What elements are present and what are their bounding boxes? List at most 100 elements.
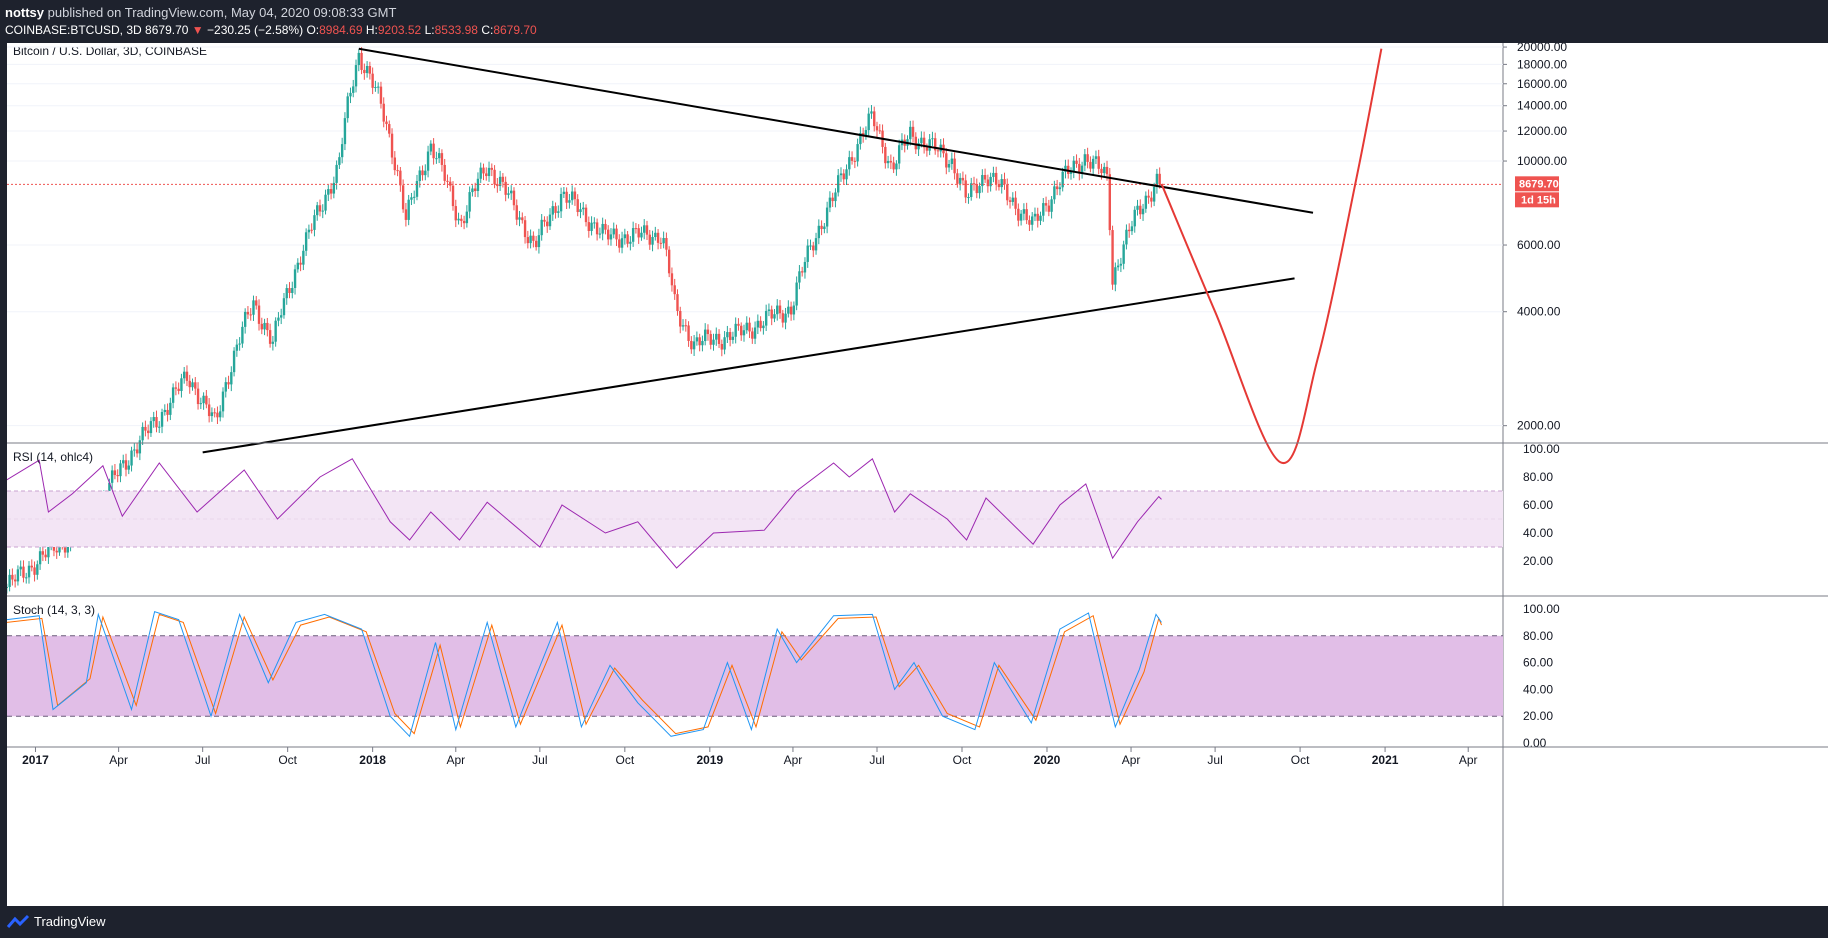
candle-body	[299, 262, 302, 265]
candle-body	[690, 340, 693, 350]
candle-body	[227, 382, 230, 385]
candle-body	[1136, 205, 1139, 210]
chart-canvas[interactable]: Bitcoin / U.S. Dollar, 3D, COINBASE 2000…	[7, 43, 1828, 906]
candle-body	[751, 331, 754, 339]
candle-body	[462, 220, 466, 224]
candle-body	[715, 333, 718, 340]
candle-body	[648, 234, 651, 245]
candle-body	[1150, 197, 1153, 202]
candle-body	[1033, 213, 1037, 217]
candle-body	[340, 144, 344, 158]
candle-body	[640, 232, 643, 238]
main-price-axis[interactable]: 20000.00 18000.00 16000.00 14000.00 12000.00…	[1503, 43, 1567, 433]
candle-body	[44, 554, 47, 558]
candle-body	[770, 309, 773, 319]
low-value: 8533.98	[434, 23, 478, 37]
candle-body	[745, 322, 748, 331]
candle-body	[473, 188, 477, 192]
trendlines[interactable]	[202, 47, 1314, 454]
candle-body	[418, 170, 421, 182]
candle-body	[834, 192, 837, 202]
main-pane[interactable]: Bitcoin / U.S. Dollar, 3D, COINBASE 2000…	[7, 43, 1567, 594]
tradingview-logo-icon[interactable]	[6, 913, 30, 931]
candle-body	[141, 426, 144, 441]
candle-body	[1103, 166, 1106, 174]
candle-body	[584, 207, 588, 223]
brand-name[interactable]: TradingView	[34, 914, 106, 929]
stoch-axis[interactable]: 100.00 80.00 60.00 40.00 20.00 0.00	[1523, 602, 1560, 750]
candle-body	[1152, 186, 1156, 202]
candle-body	[756, 320, 760, 328]
chart-area[interactable]: Bitcoin / U.S. Dollar, 3D, COINBASE 2000…	[7, 43, 1828, 906]
candle-body	[504, 181, 507, 195]
candle-body	[512, 190, 516, 206]
candle-body	[1122, 244, 1125, 264]
candle-body	[800, 271, 804, 273]
candle-body	[454, 206, 457, 221]
candle-body	[338, 157, 341, 165]
candle-body	[196, 388, 200, 405]
close-label: C:	[481, 23, 494, 37]
candle-body	[703, 329, 707, 342]
candle-body	[1008, 200, 1012, 202]
candle-body	[349, 92, 352, 97]
candle-body	[961, 177, 965, 181]
candle-body	[656, 232, 660, 243]
stoch-pane[interactable]: Stoch (14, 3, 3) 100.00 80.00 60.00 40.00 20…	[7, 602, 1560, 750]
time-tick-label: 2019	[696, 753, 723, 767]
author-name[interactable]: nottsy	[5, 5, 44, 20]
candle-body	[884, 146, 887, 164]
time-tick-label: 2021	[1372, 753, 1399, 767]
candle-body	[667, 249, 671, 274]
candle-body	[526, 237, 530, 244]
candle-body	[582, 207, 585, 210]
rsi-axis[interactable]: 100.00 80.00 60.00 40.00 20.00	[1523, 442, 1560, 568]
candle-body	[321, 210, 324, 212]
candle-body	[127, 465, 130, 470]
candles	[7, 47, 1161, 594]
candle-body	[257, 305, 261, 324]
time-tick-label: 2020	[1034, 753, 1061, 767]
candle-body	[543, 219, 546, 222]
candle-body	[972, 183, 976, 185]
candle-body	[285, 288, 288, 299]
candle-body	[529, 235, 532, 244]
candle-body	[742, 330, 746, 336]
price-tick-label: 12000.00	[1517, 124, 1567, 138]
candle-body	[160, 412, 164, 427]
candle-body	[296, 262, 300, 270]
candle-body	[390, 133, 394, 158]
open-label: O:	[306, 23, 320, 37]
candle-body	[825, 207, 829, 227]
candle-body	[249, 314, 252, 316]
candle-body	[426, 151, 430, 171]
candle-body	[784, 313, 787, 323]
candle-body	[365, 65, 369, 74]
stoch-tick-label: 60.00	[1523, 656, 1553, 670]
candle-body	[1083, 154, 1087, 166]
candle-body	[182, 371, 186, 379]
candle-body	[1022, 209, 1026, 214]
rsi-pane[interactable]: RSI (14, ohlc4) 100.00 80.00 60.00 40.00 20.…	[7, 442, 1560, 569]
candle-body	[352, 86, 355, 93]
candle-body	[163, 409, 166, 413]
time-axis[interactable]: 2017 Apr Jul Oct 2018 Apr Jul Oct 2019 Apr Jul Oct 2…	[22, 747, 1478, 767]
candle-body	[856, 144, 859, 162]
candle-body	[404, 209, 408, 220]
candle-body	[845, 169, 848, 180]
candle-body	[593, 222, 596, 224]
candle-body	[177, 388, 180, 391]
candle-body	[1000, 179, 1003, 188]
candle-body	[188, 380, 191, 388]
candle-body	[413, 196, 416, 198]
candle-body	[997, 183, 1001, 188]
candle-body	[787, 306, 790, 314]
candle-body	[216, 412, 219, 418]
candle-body	[307, 229, 311, 233]
candle-body	[521, 217, 524, 221]
candle-body	[1014, 197, 1017, 209]
projection-curve[interactable]	[1160, 48, 1383, 464]
candle-body	[16, 569, 20, 582]
stoch-band	[7, 635, 1503, 717]
candle-body	[274, 320, 277, 342]
